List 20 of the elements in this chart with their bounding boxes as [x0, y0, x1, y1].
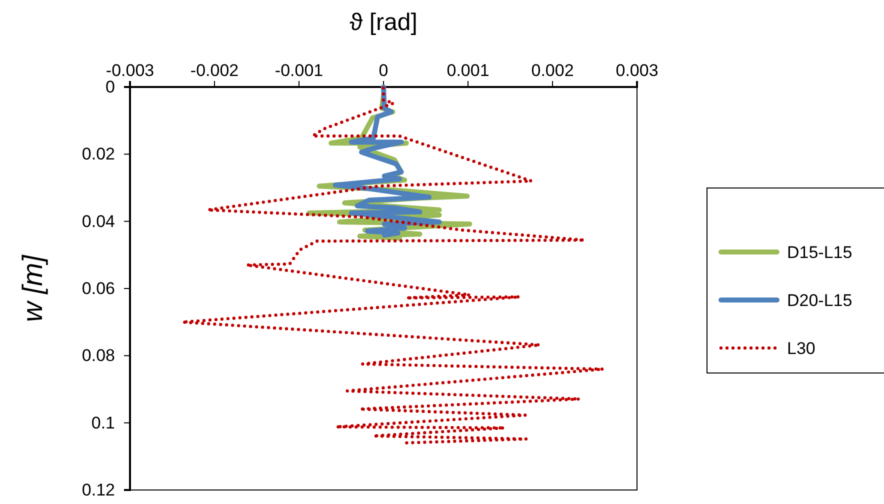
x-tick-label: -0.001	[274, 61, 324, 80]
y-tick-label: 0.04	[82, 212, 115, 231]
legend-label: D20-L15	[787, 291, 852, 310]
legend-label: L30	[787, 339, 816, 358]
x-tick-label: 0.002	[531, 61, 574, 80]
line-series	[180, 86, 605, 445]
legend-label: D15-L15	[787, 243, 852, 262]
x-tick-label: 0.003	[616, 61, 658, 80]
x-tick-label: -0.003	[106, 61, 154, 80]
x-axis-title: ϑ [rad]	[350, 9, 418, 36]
y-tick-label: 0	[106, 77, 115, 96]
y-tick-label: 0.1	[91, 413, 115, 432]
x-tick-label: 0	[378, 61, 388, 80]
x-tick-label: -0.002	[190, 61, 239, 80]
y-tick-label: 0.12	[82, 480, 115, 500]
y-tick-label: 0.08	[82, 346, 115, 366]
y-tick-label: 0.02	[82, 144, 115, 164]
y-axis-title: w [m]	[17, 254, 48, 322]
y-tick-label: 0.06	[82, 278, 115, 298]
x-tick-label: 0.001	[446, 61, 490, 80]
